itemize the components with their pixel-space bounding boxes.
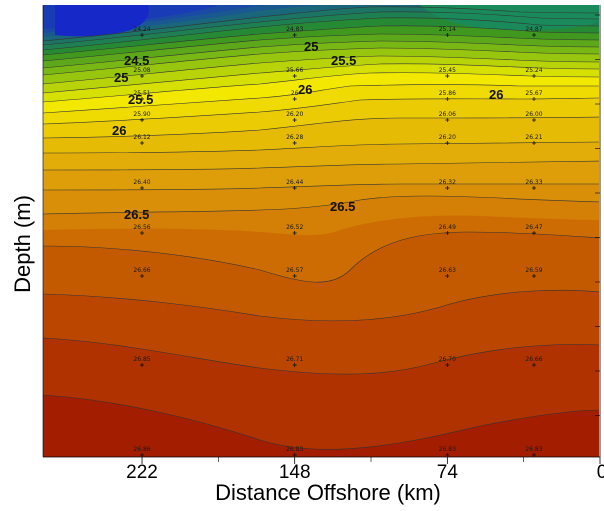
contour-line	[43, 337, 599, 375]
station-value-label: 25.86	[439, 90, 456, 97]
contour-label: 26	[489, 87, 503, 102]
contour-line	[43, 116, 599, 139]
contour-label: 26.5	[330, 199, 355, 214]
station-value-label: 26.70	[439, 356, 456, 363]
station-value-label: 26.47	[525, 224, 542, 231]
station-value-label: 25.67	[525, 90, 542, 97]
y-axis-title: Depth (m)	[10, 195, 35, 293]
contour-line	[43, 84, 599, 114]
contour-line	[43, 394, 599, 450]
contour-line	[43, 289, 599, 322]
contour-label: 25	[304, 39, 318, 54]
contour-line	[43, 160, 599, 171]
x-tick-label: 222	[126, 462, 158, 483]
x-tick-label: 148	[279, 462, 311, 483]
contour-label: 26	[298, 82, 312, 97]
station-value-label: 26.71	[286, 356, 303, 363]
station-value-label: 26.20	[286, 111, 303, 118]
station-value-label: 25.51	[133, 90, 150, 97]
station-value-label: 26.83	[439, 446, 456, 453]
station-value-label: 25.45	[439, 67, 456, 74]
station-value-label: 26.52	[286, 224, 303, 231]
contour-line	[43, 195, 599, 215]
contour-line	[43, 17, 599, 51]
station-value-label: 26.63	[439, 267, 456, 274]
station-value-label: 26.32	[439, 179, 456, 186]
station-value-label: 26.66	[525, 356, 542, 363]
station-value-label: 26.12	[133, 134, 150, 141]
station-value-label: 26.40	[133, 179, 150, 186]
contour-label: 25	[114, 70, 128, 85]
station-value-label: 25.08	[133, 67, 150, 74]
station-value-label: 25.66	[286, 67, 303, 74]
station-value-label: 26.49	[439, 224, 456, 231]
station-value-label: 26.66	[133, 267, 150, 274]
station-value-label: 26.06	[439, 111, 456, 118]
x-axis-ticks: 222 148 74 0	[126, 457, 604, 483]
contour-line	[43, 63, 599, 94]
contour-line	[43, 40, 599, 69]
contour-line	[43, 183, 599, 191]
station-value-label: 26.83	[286, 446, 303, 453]
station-value-label: 26.85	[133, 356, 150, 363]
station-value-label: 26.83	[525, 446, 542, 453]
station-value-label: 26.56	[133, 224, 150, 231]
contour-label: 26	[112, 123, 126, 138]
station-value-label: 24.83	[286, 26, 303, 33]
station-value-label: 26.57	[286, 267, 303, 274]
station-value-label: 26.00	[525, 111, 542, 118]
station-value-label: 26.28	[286, 134, 303, 141]
x-tick-label: 74	[437, 462, 459, 483]
station-value-label: 26	[291, 90, 299, 97]
station-value-label: 26.20	[439, 134, 456, 141]
contour-line	[43, 72, 599, 103]
station-points: 24.24 25.08 25.51 25.90 26.12 26.40 26.56 26.66…	[133, 26, 543, 457]
contour-label: 24.5	[124, 53, 149, 68]
station-value-label: 24.87	[525, 26, 542, 33]
station-value-label: 26.59	[525, 267, 542, 274]
band-upper-right-green	[420, 5, 599, 31]
contour-line	[43, 11, 599, 46]
contour-line	[43, 25, 599, 56]
contour-label: 25.5	[128, 92, 153, 107]
contour-line	[43, 6, 599, 42]
station-value-label: 26.44	[286, 179, 303, 186]
contour-line	[43, 231, 599, 283]
contour-line	[43, 55, 599, 85]
station-value-label: 26.86	[133, 446, 150, 453]
band-top-blue	[55, 5, 149, 37]
contour-line	[43, 97, 599, 125]
contour-line	[43, 33, 599, 62]
contour-label: 25.5	[331, 53, 356, 68]
y-axis-ticks	[595, 14, 600, 416]
station-value-label: 25.14	[439, 26, 456, 33]
x-axis-title: Distance Offshore (km)	[215, 480, 441, 505]
contour-line	[43, 141, 599, 154]
x-tick-label: 0	[597, 462, 604, 483]
station-value-label: 26.33	[525, 179, 542, 186]
contour-label: 26.5	[124, 207, 149, 222]
station-value-label: 25.24	[525, 67, 542, 74]
station-value-label: 24.24	[133, 26, 150, 33]
station-value-label: 26.21	[525, 134, 542, 141]
contour-line	[43, 47, 599, 76]
station-value-label: 25.90	[133, 111, 150, 118]
